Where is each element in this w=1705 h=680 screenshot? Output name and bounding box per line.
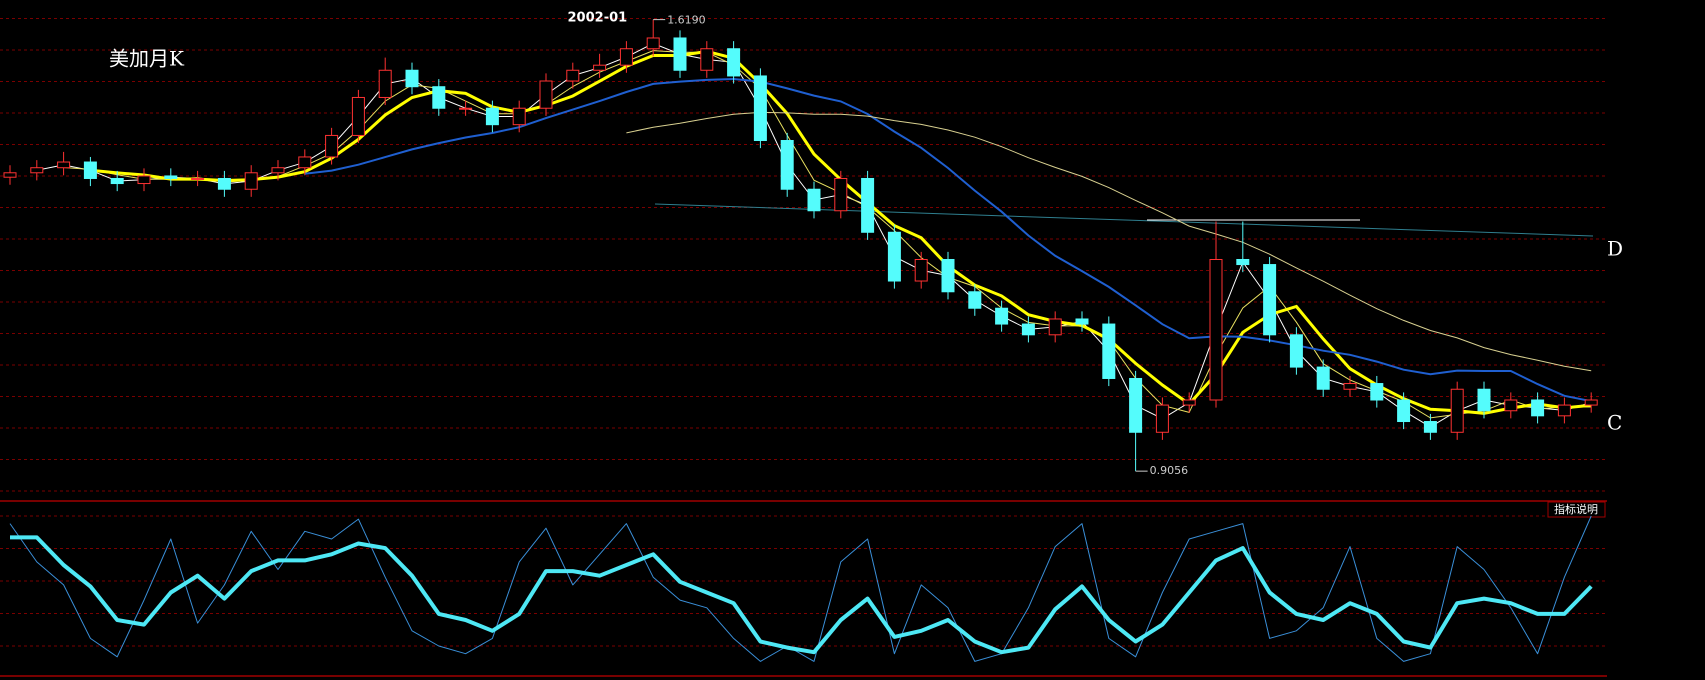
indicator-button[interactable]: [1547, 501, 1606, 518]
candle-body: [325, 134, 339, 158]
candle-body: [1316, 366, 1330, 390]
candle-body: [727, 48, 741, 77]
candle-body: [378, 69, 392, 98]
candle-body: [1048, 318, 1062, 336]
candle-body: [646, 37, 660, 50]
annotation: D: [1607, 237, 1623, 261]
candle-body: [1557, 404, 1571, 417]
candle-body: [83, 161, 97, 179]
chart-title: 美加月K: [109, 47, 185, 71]
candle-body: [432, 86, 446, 109]
candle-body: [1531, 399, 1545, 417]
candle-body: [1155, 404, 1169, 433]
candle-body: [1209, 258, 1223, 401]
candle-body: [1236, 258, 1250, 266]
candle-body: [1370, 383, 1384, 401]
moving-average: [63, 50, 1592, 419]
candle-body: [861, 177, 875, 233]
candle-body: [914, 258, 928, 282]
indicator-line: [10, 535, 1593, 655]
indicator-button-label[interactable]: 指标说明: [1554, 502, 1598, 516]
candle-body: [459, 107, 473, 110]
candle-body: [941, 258, 955, 293]
candle-body: [753, 75, 767, 142]
candle-body: [57, 161, 71, 169]
candle-body: [271, 167, 285, 174]
candle-body: [807, 188, 821, 212]
candle-body: [164, 175, 178, 179]
candle-body: [887, 231, 901, 282]
candle-body: [217, 177, 231, 190]
candle-body: [780, 140, 794, 190]
candle-body: [566, 69, 580, 82]
annotation: C: [1607, 411, 1622, 435]
candle-body: [1075, 318, 1089, 325]
candle-body: [298, 156, 312, 169]
candle-body: [191, 177, 205, 180]
candle-body: [593, 64, 607, 71]
candle-body: [834, 177, 848, 212]
moving-average: [626, 111, 1592, 372]
candle-body: [1182, 399, 1196, 406]
candle-body: [1343, 383, 1357, 390]
candle-body: [1263, 264, 1277, 336]
candle-body: [1289, 334, 1303, 368]
candle-body: [995, 307, 1009, 325]
extreme-label: 0.9056: [1150, 464, 1189, 477]
candle-body: [512, 107, 526, 126]
candle-body: [1504, 399, 1518, 412]
candle-body: [485, 107, 499, 126]
candle-body: [1477, 388, 1491, 412]
candle-body: [1450, 388, 1464, 433]
candle-body: [1584, 399, 1598, 406]
candle-body: [1397, 399, 1411, 423]
candle-body: [539, 80, 553, 109]
candle-body: [619, 48, 633, 66]
candle-body: [30, 167, 44, 174]
candle-body: [673, 37, 687, 71]
candle-body: [1129, 377, 1143, 433]
candle-body: [351, 96, 365, 136]
candle-body: [110, 177, 124, 185]
candle-body: [700, 48, 714, 71]
candle-body: [405, 69, 419, 88]
candle-body: [1102, 323, 1116, 379]
date-label: 2002-01: [568, 11, 628, 26]
extreme-label: 1.6190: [667, 14, 706, 27]
candle-body: [968, 291, 982, 309]
grid: [0, 18, 1607, 647]
candle-body: [244, 172, 258, 190]
candle-body: [3, 172, 17, 178]
candle-body: [1423, 421, 1437, 433]
candle-body: [137, 175, 151, 185]
candle-body: [1021, 323, 1035, 336]
